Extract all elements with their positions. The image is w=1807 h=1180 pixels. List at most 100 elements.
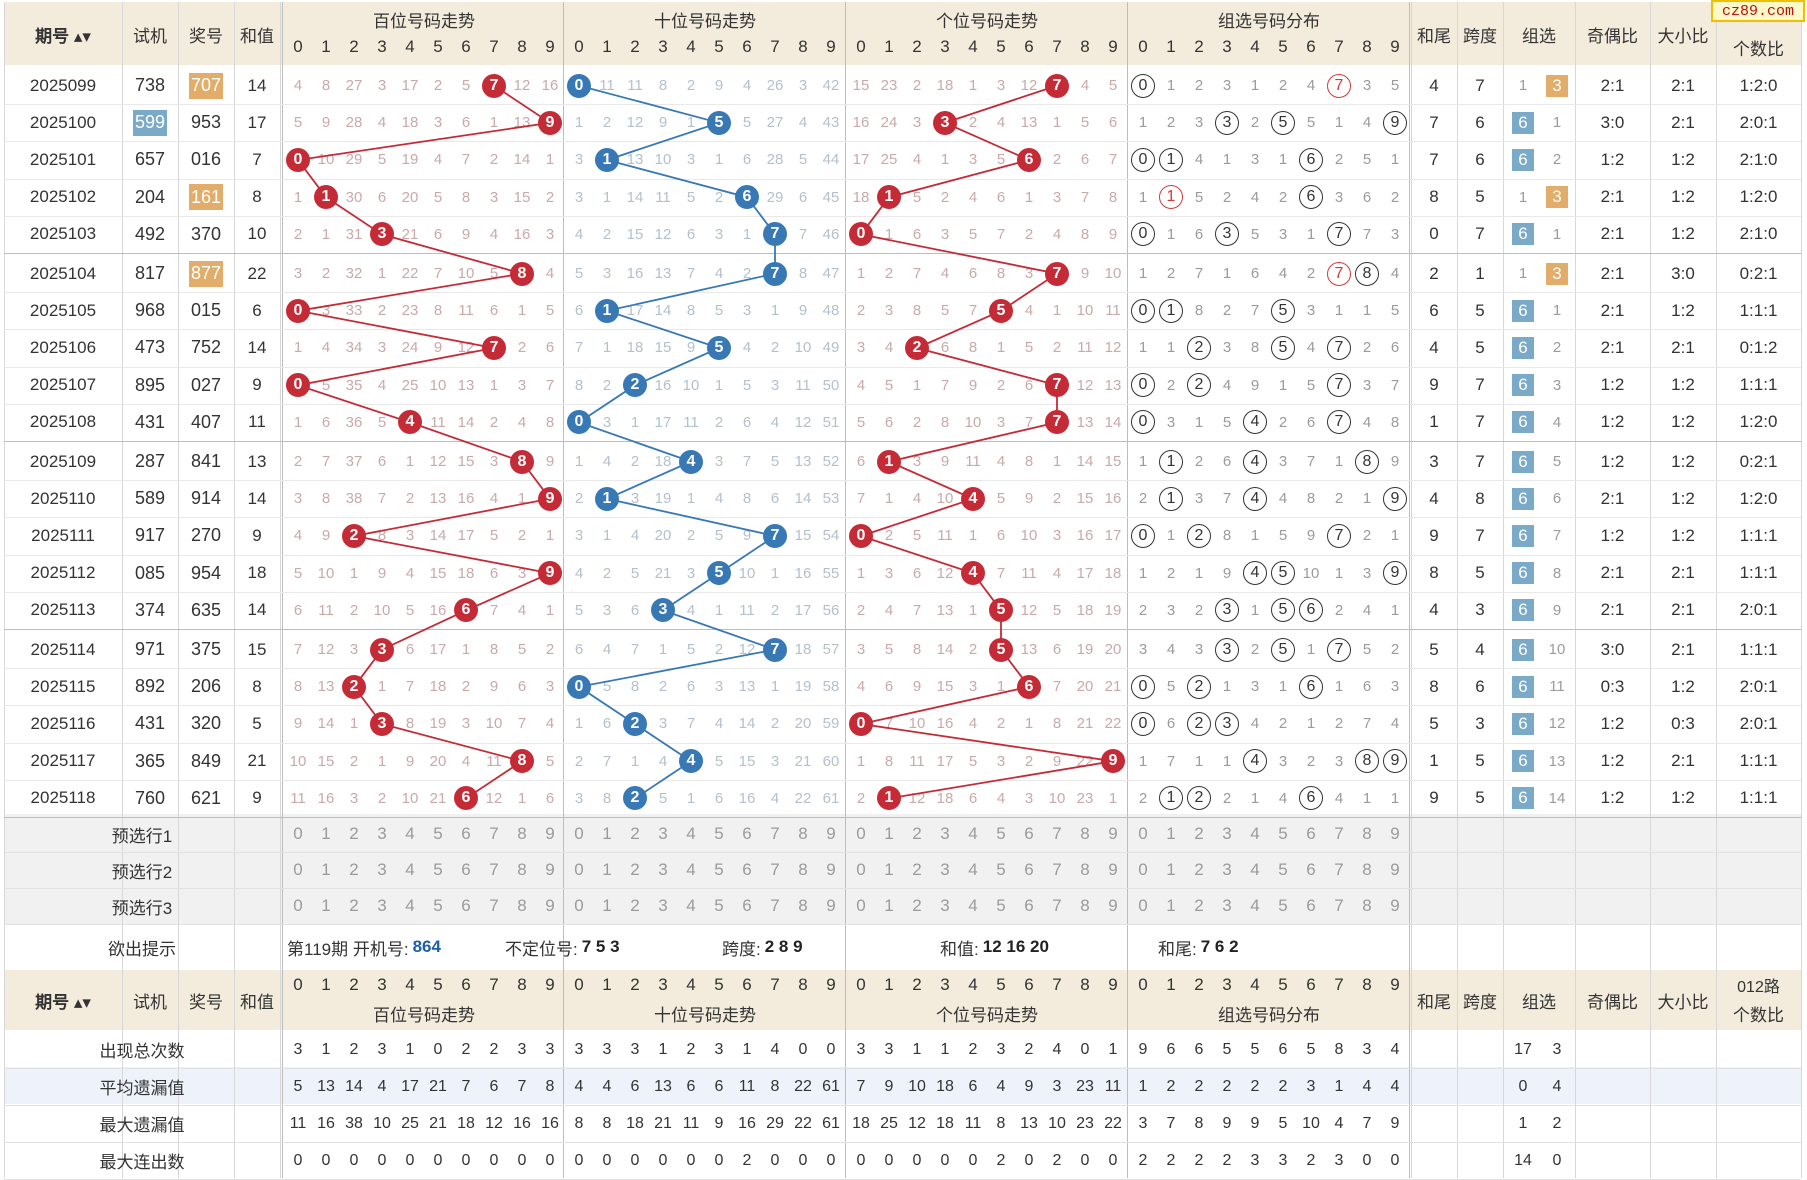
preselect-digit[interactable]: 3 xyxy=(940,860,950,879)
group-ring[interactable]: 2 xyxy=(1187,524,1211,548)
preselect-digit[interactable]: 4 xyxy=(1250,860,1260,879)
preselect-digit[interactable]: 7 xyxy=(770,896,780,915)
preselect-digit[interactable]: 9 xyxy=(1390,896,1400,915)
preselect-digit[interactable]: 9 xyxy=(1390,824,1400,843)
preselect-digit[interactable]: 5 xyxy=(433,860,443,879)
preselect-digit[interactable]: 4 xyxy=(686,896,696,915)
preselect-digit[interactable]: 1 xyxy=(602,860,612,879)
preselect-digit[interactable]: 9 xyxy=(1108,896,1118,915)
preselect-digit[interactable]: 6 xyxy=(742,824,752,843)
group-ring[interactable]: 9 xyxy=(1383,486,1407,511)
preselect-digit[interactable]: 1 xyxy=(884,896,894,915)
preselect-digit[interactable]: 2 xyxy=(1194,896,1204,915)
preselect-digit[interactable]: 6 xyxy=(461,860,471,879)
preselect-digit[interactable]: 3 xyxy=(377,824,387,843)
preselect-digit[interactable]: 4 xyxy=(686,860,696,879)
preselect-digit[interactable]: 9 xyxy=(545,860,555,879)
hit-ball[interactable]: 5 xyxy=(989,598,1013,623)
preselect-digit[interactable]: 1 xyxy=(602,896,612,915)
preselect-digit[interactable]: 0 xyxy=(574,896,584,915)
preselect-digit[interactable]: 4 xyxy=(405,824,415,843)
hit-ball[interactable]: 7 xyxy=(763,222,787,247)
preselect-digit[interactable]: 7 xyxy=(1052,896,1062,915)
group-ring[interactable]: 3 xyxy=(1215,110,1239,135)
preselect-digit[interactable]: 1 xyxy=(1166,860,1176,879)
group-ring[interactable]: 7 xyxy=(1327,637,1351,662)
preselect-digit[interactable]: 6 xyxy=(461,896,471,915)
hit-ball[interactable]: 3 xyxy=(370,637,394,662)
hit-ball[interactable]: 0 xyxy=(849,712,873,736)
preselect-digit[interactable]: 7 xyxy=(489,824,499,843)
group-ring[interactable]: 7 xyxy=(1327,410,1351,435)
group-ring[interactable]: 3 xyxy=(1215,598,1239,623)
group-ring[interactable]: 3 xyxy=(1215,637,1239,662)
group-ring[interactable]: 9 xyxy=(1383,749,1407,774)
hit-ball[interactable]: 0 xyxy=(286,298,310,323)
group-ring[interactable]: 6 xyxy=(1299,185,1323,210)
hit-ball[interactable]: 0 xyxy=(286,373,310,398)
group-ring[interactable]: 8 xyxy=(1355,449,1379,474)
preselect-digit[interactable]: 0 xyxy=(1138,860,1148,879)
group-ring[interactable]: 5 xyxy=(1271,561,1295,586)
hit-ball[interactable]: 1 xyxy=(314,185,338,210)
preselect-digit[interactable]: 6 xyxy=(1024,824,1034,843)
hit-ball[interactable]: 7 xyxy=(1045,373,1069,398)
group-ring[interactable]: 8 xyxy=(1355,749,1379,774)
hit-ball[interactable]: 7 xyxy=(1045,73,1069,98)
preselect-digit[interactable]: 0 xyxy=(856,860,866,879)
hit-ball[interactable]: 2 xyxy=(623,786,647,811)
preselect-digit[interactable]: 8 xyxy=(517,896,527,915)
group-ring[interactable]: 7 xyxy=(1327,261,1351,286)
hit-ball[interactable]: 0 xyxy=(849,222,873,247)
hit-ball[interactable]: 0 xyxy=(567,674,591,699)
hit-ball[interactable]: 2 xyxy=(342,674,366,699)
hit-ball[interactable]: 1 xyxy=(595,298,619,323)
preselect-digit[interactable]: 2 xyxy=(630,860,640,879)
preselect-digit[interactable]: 8 xyxy=(1362,824,1372,843)
preselect-digit[interactable]: 4 xyxy=(968,824,978,843)
preselect-digit[interactable]: 6 xyxy=(461,824,471,843)
hit-ball[interactable]: 3 xyxy=(370,222,394,247)
group-ring[interactable]: 5 xyxy=(1271,298,1295,323)
preselect-digit[interactable]: 7 xyxy=(1334,896,1344,915)
preselect-digit[interactable]: 0 xyxy=(856,896,866,915)
hit-ball[interactable]: 5 xyxy=(989,298,1013,323)
group-ring[interactable]: 1 xyxy=(1159,486,1183,511)
preselect-digit[interactable]: 3 xyxy=(940,896,950,915)
group-ring[interactable]: 1 xyxy=(1159,786,1183,811)
hit-ball[interactable]: 6 xyxy=(1017,148,1041,172)
preselect-digit[interactable]: 7 xyxy=(770,860,780,879)
preselect-digit[interactable]: 2 xyxy=(912,896,922,915)
preselect-digit[interactable]: 1 xyxy=(1166,896,1176,915)
hit-ball[interactable]: 6 xyxy=(454,598,478,623)
group-ring[interactable]: 5 xyxy=(1271,598,1295,623)
preselect-digit[interactable]: 3 xyxy=(658,896,668,915)
preselect-digit[interactable]: 0 xyxy=(1138,824,1148,843)
preselect-digit[interactable]: 8 xyxy=(517,824,527,843)
preselect-digit[interactable]: 9 xyxy=(1390,860,1400,879)
group-ring[interactable]: 6 xyxy=(1299,674,1323,699)
hit-ball[interactable]: 3 xyxy=(651,598,675,623)
preselect-digit[interactable]: 2 xyxy=(630,896,640,915)
preselect-digit[interactable]: 0 xyxy=(293,896,303,915)
preselect-digit[interactable]: 8 xyxy=(1362,860,1372,879)
group-ring[interactable]: 7 xyxy=(1327,336,1351,360)
hit-ball[interactable]: 4 xyxy=(961,486,985,511)
preselect-digit[interactable]: 0 xyxy=(293,824,303,843)
footer-issue-header[interactable]: 期号 ▴▾ xyxy=(35,992,91,1012)
hit-ball[interactable]: 1 xyxy=(595,486,619,511)
hit-ball[interactable]: 8 xyxy=(510,749,534,774)
preselect-digit[interactable]: 6 xyxy=(1306,896,1316,915)
group-ring[interactable]: 4 xyxy=(1243,561,1267,586)
preselect-digit[interactable]: 7 xyxy=(770,824,780,843)
group-ring[interactable]: 0 xyxy=(1131,524,1155,548)
preselect-digit[interactable]: 8 xyxy=(798,896,808,915)
group-ring[interactable]: 3 xyxy=(1215,222,1239,247)
hit-ball[interactable]: 4 xyxy=(679,449,703,474)
preselect-digit[interactable]: 9 xyxy=(545,896,555,915)
preselect-digit[interactable]: 9 xyxy=(545,824,555,843)
hit-ball[interactable]: 2 xyxy=(342,524,366,548)
group-ring[interactable]: 1 xyxy=(1159,449,1183,474)
hit-ball[interactable]: 5 xyxy=(707,336,731,360)
hit-ball[interactable]: 7 xyxy=(763,261,787,286)
